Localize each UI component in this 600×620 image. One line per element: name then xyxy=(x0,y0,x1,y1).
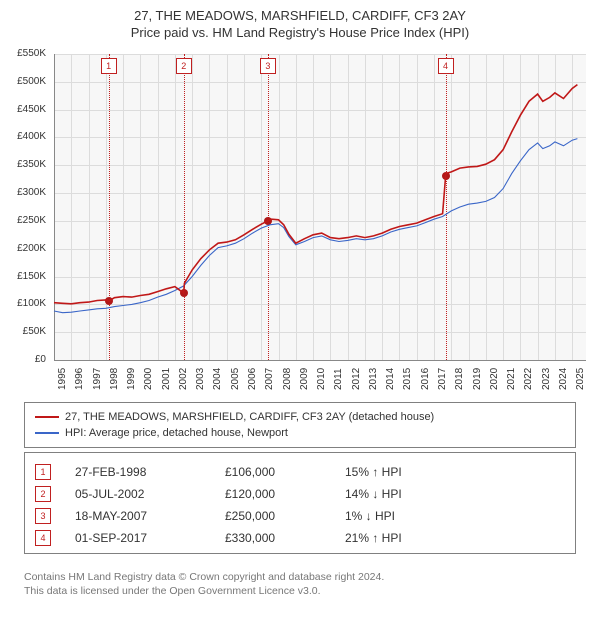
sale-number-box: 2 xyxy=(35,486,51,502)
legend-label: 27, THE MEADOWS, MARSHFIELD, CARDIFF, CF… xyxy=(65,411,434,423)
legend-item: HPI: Average price, detached house, Newp… xyxy=(35,425,565,441)
title-line-2: Price paid vs. HM Land Registry's House … xyxy=(0,25,600,42)
sales-row: 4 01-SEP-2017£330,00021% ↑ HPI xyxy=(35,527,565,549)
series-line xyxy=(54,139,577,313)
sale-price: £330,000 xyxy=(225,531,345,545)
footer-line-1: Contains HM Land Registry data © Crown c… xyxy=(24,570,576,584)
sale-date: 27-FEB-1998 xyxy=(75,465,225,479)
footer-line-2: This data is licensed under the Open Gov… xyxy=(24,584,576,598)
sales-row: 3 18-MAY-2007£250,0001% ↓ HPI xyxy=(35,505,565,527)
attribution-footer: Contains HM Land Registry data © Crown c… xyxy=(24,570,576,598)
sale-hpi-delta: 21% ↑ HPI xyxy=(345,531,445,545)
legend-item: 27, THE MEADOWS, MARSHFIELD, CARDIFF, CF… xyxy=(35,409,565,425)
sale-hpi-delta: 15% ↑ HPI xyxy=(345,465,445,479)
sale-price: £250,000 xyxy=(225,509,345,523)
sale-date: 01-SEP-2017 xyxy=(75,531,225,545)
chart-title: 27, THE MEADOWS, MARSHFIELD, CARDIFF, CF… xyxy=(0,0,600,42)
sale-number-box: 1 xyxy=(35,464,51,480)
legend-label: HPI: Average price, detached house, Newp… xyxy=(65,427,288,439)
sales-row: 2 05-JUL-2002£120,00014% ↓ HPI xyxy=(35,483,565,505)
legend-swatch xyxy=(35,432,59,434)
title-line-1: 27, THE MEADOWS, MARSHFIELD, CARDIFF, CF… xyxy=(0,8,600,25)
series-svg xyxy=(0,44,600,394)
sale-price: £120,000 xyxy=(225,487,345,501)
line-chart: £0£50K£100K£150K£200K£250K£300K£350K£400… xyxy=(0,44,600,394)
sales-table: 1 27-FEB-1998£106,00015% ↑ HPI 2 05-JUL-200… xyxy=(24,452,576,554)
sale-hpi-delta: 14% ↓ HPI xyxy=(345,487,445,501)
chart-container: 27, THE MEADOWS, MARSHFIELD, CARDIFF, CF… xyxy=(0,0,600,620)
legend-swatch xyxy=(35,416,59,418)
legend-box: 27, THE MEADOWS, MARSHFIELD, CARDIFF, CF… xyxy=(24,402,576,448)
series-line xyxy=(54,85,577,304)
sale-number-box: 4 xyxy=(35,530,51,546)
sale-date: 18-MAY-2007 xyxy=(75,509,225,523)
sales-row: 1 27-FEB-1998£106,00015% ↑ HPI xyxy=(35,461,565,483)
sale-price: £106,000 xyxy=(225,465,345,479)
sale-hpi-delta: 1% ↓ HPI xyxy=(345,509,445,523)
sale-date: 05-JUL-2002 xyxy=(75,487,225,501)
sale-number-box: 3 xyxy=(35,508,51,524)
